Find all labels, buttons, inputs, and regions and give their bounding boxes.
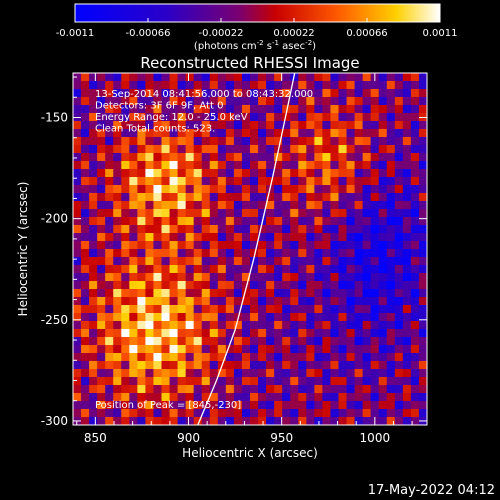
chart-title: Reconstructed RHESSI Image xyxy=(140,54,359,72)
colorbar-tick-label: 0.0011 xyxy=(423,28,458,39)
annotation-block: 13-Sep-2014 08:41:56.000 to 08:43:32.000… xyxy=(95,89,313,135)
x-tick-label: 950 xyxy=(270,431,293,445)
footer-timestamp: 17-May-2022 04:12 xyxy=(368,483,495,498)
solar-limb-curve xyxy=(197,73,296,425)
colorbar-tick-label: -0.0011 xyxy=(56,28,95,39)
plot-frame xyxy=(72,72,428,426)
annotation-line: Detectors: 3F 6F 9F, Att 0 xyxy=(95,101,223,112)
y-axis-ticks: -300 -250 -200 -150 xyxy=(41,76,427,428)
peak-position-label: Position of Peak = [845,-230] xyxy=(95,400,241,411)
y-tick-label: -150 xyxy=(41,111,68,125)
colorbar-ticks: -0.0011 -0.00066 -0.00022 0.00022 0.00066 0.0… xyxy=(56,18,458,39)
x-axis-ticks: 850 900 950 1000 xyxy=(76,73,413,445)
y-axis-label: Heliocentric Y (arcsec) xyxy=(16,182,30,317)
heatmap-cells xyxy=(73,73,427,425)
x-axis-label: Heliocentric X (arcsec) xyxy=(182,446,318,460)
colorbar xyxy=(74,3,441,23)
colorbar-tick-label: 0.00022 xyxy=(273,28,314,39)
annotation-line: 13-Sep-2014 08:41:56.000 to 08:43:32.000 xyxy=(95,89,313,100)
x-tick-label: 1000 xyxy=(360,431,391,445)
x-tick-label: 900 xyxy=(177,431,200,445)
annotation-line: Energy Range: 12.0 - 25.0 keV xyxy=(95,112,248,123)
y-tick-label: -300 xyxy=(41,414,68,428)
colorbar-tick-label: -0.00066 xyxy=(126,28,171,39)
y-tick-label: -250 xyxy=(41,313,68,327)
colorbar-label: (photons cm-2 s-1 asec-2) xyxy=(194,39,316,52)
x-tick-label: 850 xyxy=(84,431,107,445)
colorbar-tick-label: -0.00022 xyxy=(199,28,244,39)
y-tick-label: -200 xyxy=(41,212,68,226)
colorbar-tick-label: 0.00066 xyxy=(346,28,387,39)
annotation-line: Clean Total counts: 523. xyxy=(95,124,215,135)
